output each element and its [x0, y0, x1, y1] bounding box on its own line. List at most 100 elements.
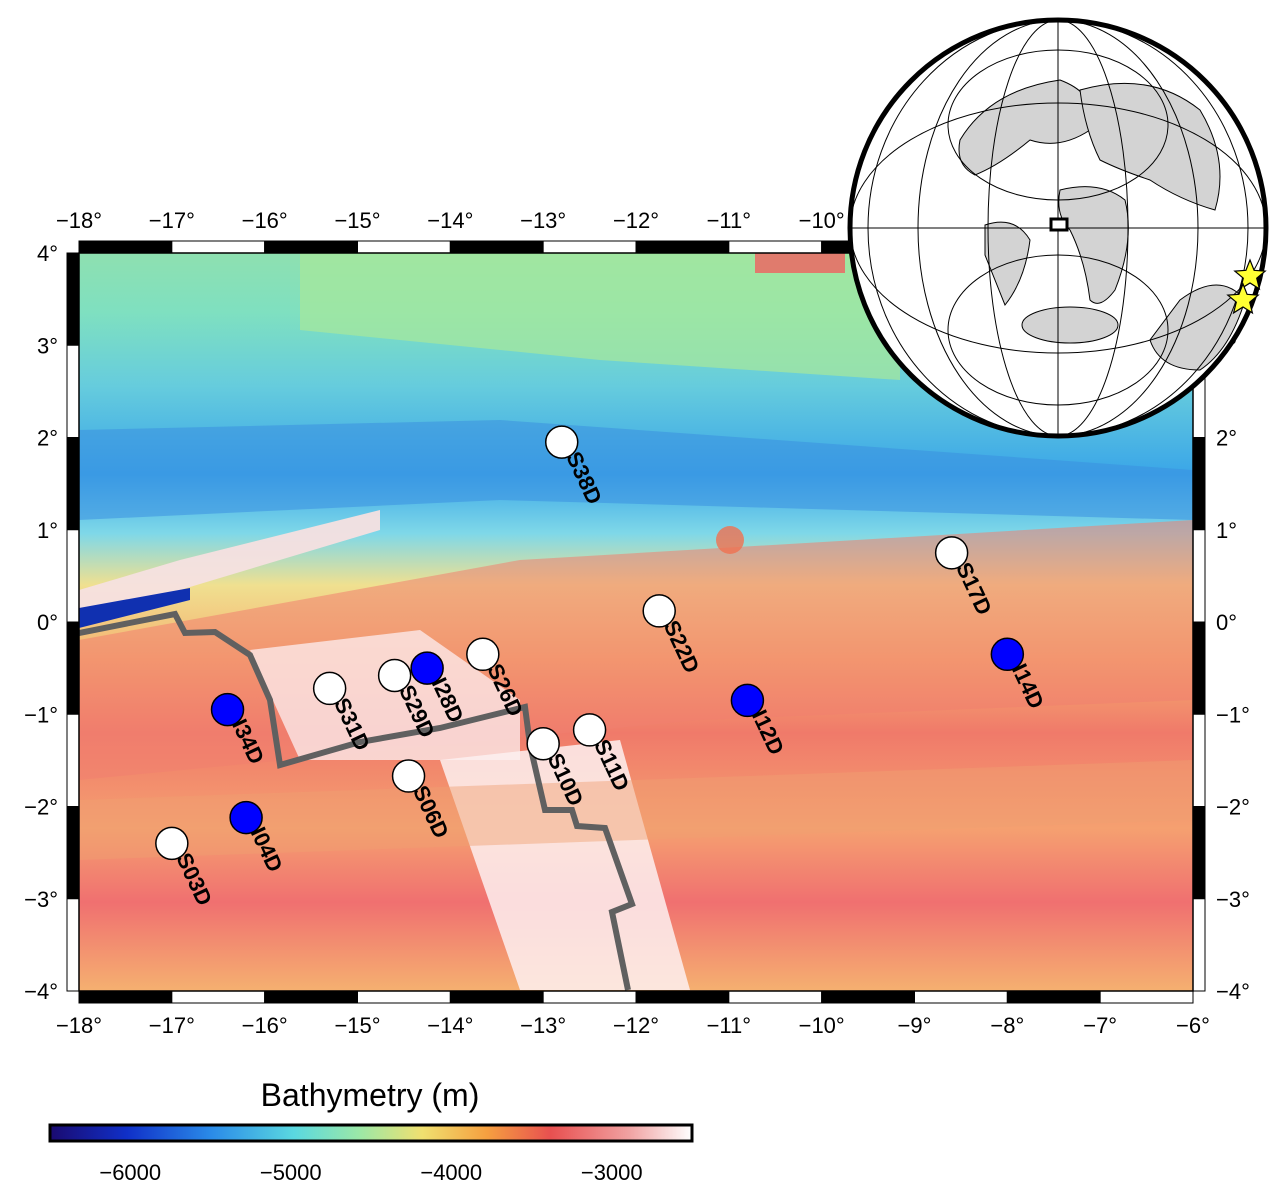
- frame-segment: [635, 240, 730, 254]
- lat-tick-label: 1°: [1216, 518, 1237, 543]
- station-marker: [155, 826, 189, 861]
- colorbar-scale: [48, 1123, 694, 1143]
- lat-tick-label: 4°: [37, 241, 58, 266]
- frame-segment: [264, 240, 358, 254]
- colorbar: Bathymetry (m) −6000 −5000 −4000 −3000: [48, 1077, 694, 1185]
- study-area-box: [1049, 217, 1069, 232]
- star-icon: [1226, 282, 1260, 315]
- station-marker: [229, 800, 263, 835]
- lat-tick-label: −4°: [1216, 979, 1250, 1004]
- lon-tick-label: −12°: [613, 1013, 659, 1038]
- frame-segment: [449, 240, 544, 254]
- frame-segment: [66, 713, 80, 807]
- frame-segment: [635, 990, 730, 1004]
- station-marker: [990, 637, 1025, 672]
- station-marker: [642, 594, 676, 628]
- frame-segment: [449, 990, 544, 1004]
- colorbar-tick-label: −6000: [99, 1160, 161, 1185]
- frame-segment: [728, 240, 823, 254]
- lon-tick-label: −14°: [427, 208, 473, 233]
- colorbar-ticks: −6000 −5000 −4000 −3000: [99, 1160, 642, 1185]
- lat-tick-label: 3°: [37, 333, 58, 358]
- lat-tick-label: −2°: [24, 795, 58, 820]
- station-marker: [312, 671, 347, 706]
- frame-segment: [1192, 898, 1206, 992]
- lon-labels-bottom: −18° −17° −16° −15° −14° −13° −12° −11° −10° −9° −…: [56, 1013, 1210, 1038]
- station-marker: [466, 637, 500, 672]
- lon-tick-label: −18°: [56, 1013, 102, 1038]
- frame-segment: [357, 990, 451, 1004]
- lat-labels-left: 4° 3° 2° 1° 0° −1° −2° −3° −4°: [24, 241, 58, 1004]
- star-icon: [1233, 258, 1267, 291]
- frame-segment: [66, 898, 80, 992]
- frame-segment: [78, 240, 173, 254]
- lon-tick-label: −15°: [334, 1013, 380, 1038]
- stars-group: [1226, 258, 1267, 315]
- lat-tick-label: 2°: [37, 426, 58, 451]
- frame-segment: [1099, 990, 1194, 1004]
- frame-segment: [66, 806, 80, 900]
- frame-segment: [66, 621, 80, 715]
- lon-tick-label: −17°: [149, 1013, 195, 1038]
- station-marker: [377, 658, 412, 693]
- lon-tick-label: −10°: [799, 1013, 845, 1038]
- globe-outline: [847, 17, 1269, 439]
- frame-segment: [1192, 621, 1206, 715]
- lon-tick-label: −9°: [898, 1013, 932, 1038]
- lon-tick-label: −8°: [990, 1013, 1024, 1038]
- lat-tick-label: 0°: [1216, 610, 1237, 635]
- station-marker: [210, 692, 245, 727]
- station-marker: [730, 683, 765, 718]
- lat-tick-label: −1°: [1216, 702, 1250, 727]
- colorbar-title: Bathymetry (m): [261, 1077, 480, 1113]
- colorbar-tick-label: −4000: [420, 1160, 482, 1185]
- fracture-zone-line: [79, 610, 636, 991]
- colorbar-tick-label: −3000: [581, 1160, 643, 1185]
- inset-globe: [847, 17, 1269, 439]
- lon-tick-label: −17°: [149, 208, 195, 233]
- frame-segment: [357, 240, 451, 254]
- frame-segment: [66, 252, 80, 346]
- frame-segment: [171, 240, 266, 254]
- frame-segment: [171, 990, 266, 1004]
- lat-tick-label: 0°: [37, 610, 58, 635]
- colorbar-tick-label: −5000: [260, 1160, 322, 1185]
- lat-tick-label: 1°: [37, 518, 58, 543]
- lon-tick-label: −16°: [242, 208, 288, 233]
- frame-segment: [1192, 806, 1206, 900]
- station-marker: [572, 713, 607, 747]
- frame-segment: [542, 240, 637, 254]
- lon-tick-label: −7°: [1083, 1013, 1117, 1038]
- lon-tick-label: −12°: [613, 208, 659, 233]
- frame-segment: [1192, 437, 1206, 531]
- frame-segment: [1192, 713, 1206, 807]
- station-marker: [410, 651, 444, 685]
- lon-tick-label: −10°: [799, 208, 845, 233]
- station-marker: [391, 759, 426, 793]
- lat-tick-label: −4°: [24, 979, 58, 1004]
- map-border: [78, 252, 1194, 992]
- frame-segment: [1192, 529, 1206, 623]
- lon-tick-label: −6°: [1176, 1013, 1210, 1038]
- station-marker: [934, 536, 969, 570]
- frame-segment: [66, 344, 80, 438]
- lon-tick-label: −13°: [520, 1013, 566, 1038]
- lon-tick-label: −11°: [707, 1013, 751, 1038]
- lat-tick-label: 2°: [1216, 426, 1237, 451]
- frame-segment: [264, 990, 358, 1004]
- frame-segment: [66, 437, 80, 531]
- lon-tick-label: −13°: [520, 208, 566, 233]
- lon-tick-label: −15°: [334, 208, 380, 233]
- station-marker: [526, 727, 560, 761]
- station-marker: [544, 425, 579, 459]
- frame-segment: [914, 990, 1008, 1004]
- lat-tick-label: −1°: [24, 702, 58, 727]
- lon-tick-label: −14°: [427, 1013, 473, 1038]
- lon-tick-label: −11°: [707, 208, 751, 233]
- lat-tick-label: −3°: [24, 887, 58, 912]
- frame-segment: [821, 990, 916, 1004]
- lat-tick-label: −3°: [1216, 887, 1250, 912]
- lon-tick-label: −16°: [242, 1013, 288, 1038]
- frame-segment: [66, 529, 80, 623]
